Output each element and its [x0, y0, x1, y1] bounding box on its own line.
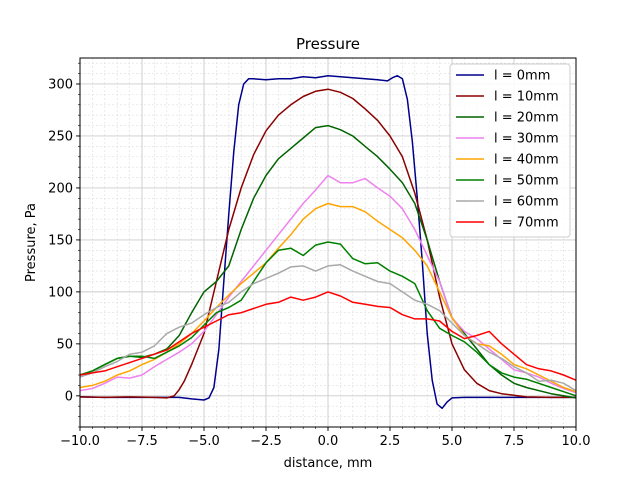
- y-tick-label: 0: [65, 389, 73, 404]
- series-line-1: [79, 74, 576, 410]
- ticks: [76, 62, 577, 431]
- x-tick-label: −10.0: [60, 434, 100, 449]
- y-tick-label: 300: [48, 77, 73, 92]
- legend-label-8: l = 70mm: [494, 216, 559, 231]
- x-tick-label: −2.5: [250, 434, 282, 449]
- chart-title: Pressure: [296, 35, 360, 53]
- legend-items: l = 0mm l = 10mm l = 20mm l = 30mm l = 40mm l…: [456, 69, 559, 231]
- x-tick-label: 10.0: [562, 434, 591, 449]
- legend-box: [449, 63, 571, 238]
- y-tick-label: 50: [56, 337, 73, 352]
- legend-label-5: l = 40mm: [494, 153, 559, 168]
- legend-label-4: l = 30mm: [494, 132, 559, 147]
- tick-labels: −10.0 −7.5 −5.0 −2.5 0.0 2.5 5.0 7.5 10.0 0 50 100 1…: [48, 77, 590, 449]
- y-tick-label: 250: [48, 129, 73, 144]
- series-line-8: [79, 291, 577, 381]
- legend-label-1: l = 0mm: [494, 69, 550, 84]
- x-axis-label: distance, mm: [284, 456, 373, 471]
- y-tick-label: 150: [48, 233, 73, 248]
- series-line-6: [79, 241, 577, 397]
- x-tick-label: 0.0: [318, 434, 339, 449]
- legend-label-7: l = 60mm: [494, 195, 559, 210]
- y-axis-label: Pressure, Pa: [24, 203, 39, 282]
- y-tick-label: 100: [48, 285, 73, 300]
- x-tick-label: −5.0: [188, 434, 220, 449]
- legend-label-3: l = 20mm: [494, 111, 559, 126]
- series-line-7: [79, 264, 577, 392]
- series-lines: [79, 74, 577, 410]
- legend-label-6: l = 50mm: [494, 174, 559, 189]
- x-tick-label: 2.5: [380, 434, 401, 449]
- y-tick-label: 200: [48, 181, 73, 196]
- x-tick-label: 5.0: [442, 434, 463, 449]
- series-line-4: [79, 174, 577, 394]
- x-tick-label: 7.5: [504, 434, 525, 449]
- x-tick-label: −7.5: [126, 434, 158, 449]
- legend-label-2: l = 10mm: [494, 90, 559, 105]
- legend: l = 0mm l = 10mm l = 20mm l = 30mm l = 40mm l…: [449, 63, 571, 238]
- series-line-2: [79, 88, 576, 399]
